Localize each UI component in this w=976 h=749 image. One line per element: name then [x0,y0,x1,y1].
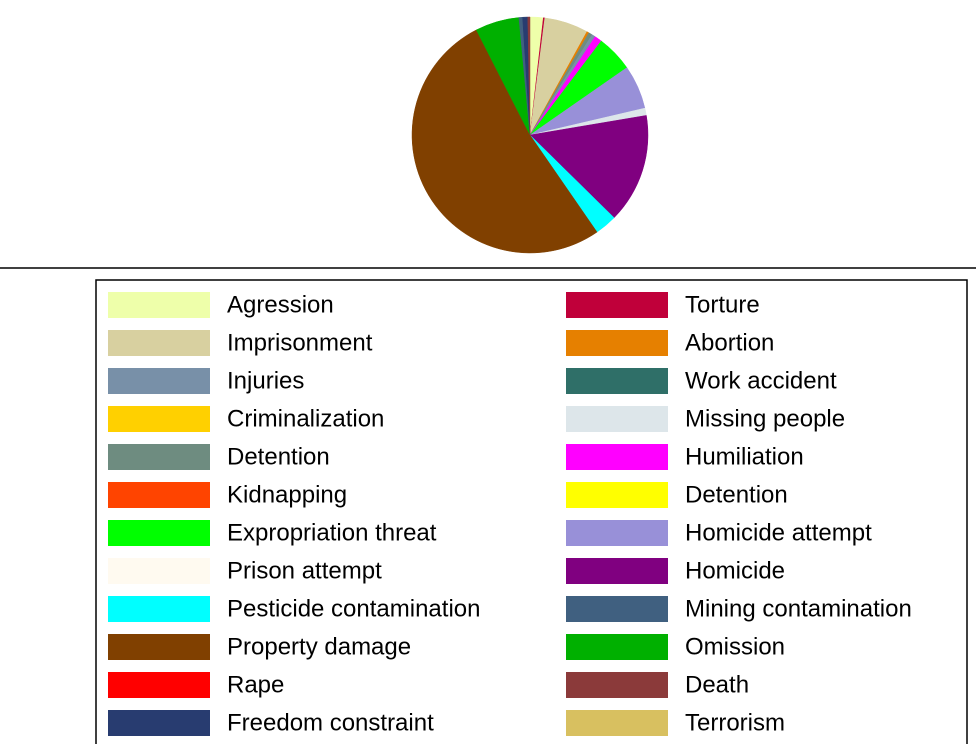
legend-swatch [566,368,668,394]
legend-label: Work accident [685,367,837,394]
legend-swatch [108,406,210,432]
legend-swatch [108,596,210,622]
legend-swatch [566,406,668,432]
legend-label: Detention [685,481,788,508]
legend-label: Missing people [685,405,845,432]
pie-slice [411,29,598,254]
legend-label: Imprisonment [227,329,373,356]
legend-box [95,279,968,749]
legend-label: Homicide attempt [685,519,872,546]
legend-swatch [566,482,668,508]
legend-label: Death [685,671,749,698]
pie-slice [529,115,649,219]
legend-label: Injuries [227,367,304,394]
legend-label: Kidnapping [227,481,347,508]
legend-label: Prison attempt [227,557,382,584]
legend-label: Pesticide contamination [227,595,480,622]
legend-swatch [108,710,210,736]
legend-label: Homicide [685,557,785,584]
legend-swatch [566,672,668,698]
legend-label: Criminalization [227,405,384,432]
legend-swatch [566,520,668,546]
legend-swatch [108,330,210,356]
legend-swatch [108,558,210,584]
legend-label: Terrorism [685,709,785,736]
pie-slice [527,16,531,136]
legend-swatch [566,444,668,470]
legend-label: Mining contamination [685,595,912,622]
legend-swatch [566,330,668,356]
legend-swatch [566,710,668,736]
legend-label: Humiliation [685,443,804,470]
legend-swatch [108,444,210,470]
legend-swatch [108,520,210,546]
legend-label: Agression [227,291,334,318]
legend-swatch [566,634,668,660]
legend-swatch [566,596,668,622]
legend-label: Freedom constraint [227,709,434,736]
legend-swatch [566,292,668,318]
legend-label: Torture [685,291,760,318]
legend-swatch [108,634,210,660]
legend-label: Detention [227,443,330,470]
legend-label: Expropriation threat [227,519,437,546]
legend-swatch [108,482,210,508]
legend-label: Rape [227,671,284,698]
legend-swatch [108,672,210,698]
legend-label: Abortion [685,329,774,356]
legend-swatch [566,558,668,584]
legend-swatch [108,368,210,394]
legend-label: Omission [685,633,785,660]
legend-swatch [108,292,210,318]
legend-label: Property damage [227,633,411,660]
